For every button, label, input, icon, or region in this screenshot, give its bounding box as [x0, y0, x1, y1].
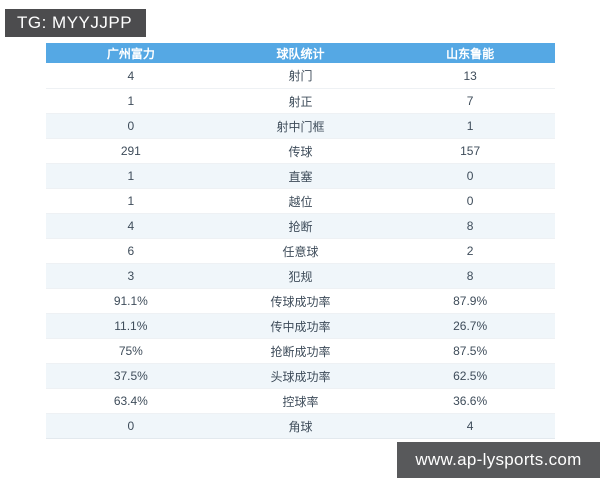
- home-value: 4: [127, 68, 135, 83]
- home-value: 3: [127, 269, 135, 283]
- stat-label: 射门: [288, 69, 313, 83]
- stat-label: 任意球: [282, 244, 319, 259]
- home-value: 63.4%: [113, 394, 148, 408]
- table-row: 0 射中门框 1: [46, 113, 555, 138]
- stat-label: 抢断: [288, 219, 313, 234]
- away-value: 1: [466, 119, 474, 133]
- away-value: 7: [466, 94, 474, 108]
- away-value: 36.6%: [453, 394, 488, 408]
- home-value: 0: [127, 119, 135, 133]
- home-value: 1: [127, 94, 135, 108]
- home-value: 1: [127, 169, 135, 183]
- home-value: 37.5%: [113, 369, 148, 383]
- away-value: 87.5%: [453, 344, 488, 358]
- away-value: 26.7%: [453, 319, 488, 333]
- away-value: 62.5%: [453, 369, 488, 383]
- away-value: 2: [466, 244, 474, 258]
- stat-label: 越位: [288, 194, 313, 209]
- table-row: 4 抢断 8: [46, 213, 555, 238]
- table-row: 4 射门 13: [46, 63, 555, 88]
- watermark-tag-badge: TG: MYYJJPP: [5, 9, 147, 37]
- table-row: 91.1% 传球成功率 87.9%: [46, 288, 555, 313]
- home-value: 1: [127, 194, 135, 208]
- stats-column-header: 球队统计: [276, 46, 325, 61]
- table-header-row: 广州富力 球队统计 山东鲁能: [46, 43, 555, 63]
- home-value: 0: [127, 419, 135, 433]
- table-row: 1 直塞 0: [46, 163, 555, 188]
- table-row: 3 犯规 8: [46, 263, 555, 288]
- stat-label: 角球: [288, 419, 313, 434]
- table-row: 11.1% 传中成功率 26.7%: [46, 313, 555, 338]
- table-row: 1 射正 7: [46, 88, 555, 113]
- away-value: 8: [466, 269, 474, 283]
- table-row: 63.4% 控球率 36.6%: [46, 388, 555, 413]
- table-row: 0 角球 4: [46, 413, 555, 438]
- stat-label: 射正: [288, 94, 313, 109]
- stat-label: 传球成功率: [270, 294, 331, 309]
- home-value: 11.1%: [114, 319, 148, 333]
- stat-label: 犯规: [288, 269, 313, 284]
- home-value: 4: [127, 219, 135, 233]
- away-value: 0: [466, 194, 474, 208]
- away-value: 4: [466, 419, 474, 433]
- table-row: 37.5% 头球成功率 62.5%: [46, 363, 555, 388]
- away-value: 8: [466, 219, 474, 233]
- stat-label: 直塞: [288, 169, 313, 184]
- home-value: 75%: [118, 344, 143, 358]
- watermark-site-badge: www.ap-lysports.com: [397, 442, 600, 478]
- away-value: 0: [466, 169, 474, 183]
- team-stats-table: 广州富力 球队统计 山东鲁能 4 射门 13 1 射正 7 0 射中门框 1 291 传球 157 1 直…: [46, 43, 555, 439]
- table-row: 75% 抢断成功率 87.5%: [46, 338, 555, 363]
- away-value: 157: [460, 144, 481, 158]
- stat-label: 传球: [288, 144, 313, 159]
- stat-label: 抢断成功率: [270, 344, 331, 359]
- table-row: 6 任意球 2: [46, 238, 555, 263]
- home-value: 91.1%: [113, 294, 148, 308]
- stat-label: 控球率: [282, 394, 319, 409]
- table-body: 4 射门 13 1 射正 7 0 射中门框 1 291 传球 157 1 直塞 0 1 越位 0 4 抢断 8 6 任意球 2…: [46, 63, 555, 438]
- watermark-tag-label: TG: MYYJJPP: [17, 13, 133, 32]
- stat-label: 传中成功率: [270, 319, 331, 334]
- home-value: 291: [120, 144, 141, 158]
- stat-label: 射中门框: [276, 119, 325, 134]
- home-value: 6: [127, 244, 135, 258]
- away-team-header: 山东鲁能: [446, 46, 495, 61]
- away-value: 87.9%: [453, 294, 488, 308]
- table-row: 291 传球 157: [46, 138, 555, 163]
- table-row: 1 越位 0: [46, 188, 555, 213]
- away-value: 13: [463, 68, 477, 83]
- home-team-header: 广州富力: [106, 46, 155, 61]
- stat-label: 头球成功率: [270, 369, 331, 384]
- watermark-site-label: www.ap-lysports.com: [415, 450, 582, 469]
